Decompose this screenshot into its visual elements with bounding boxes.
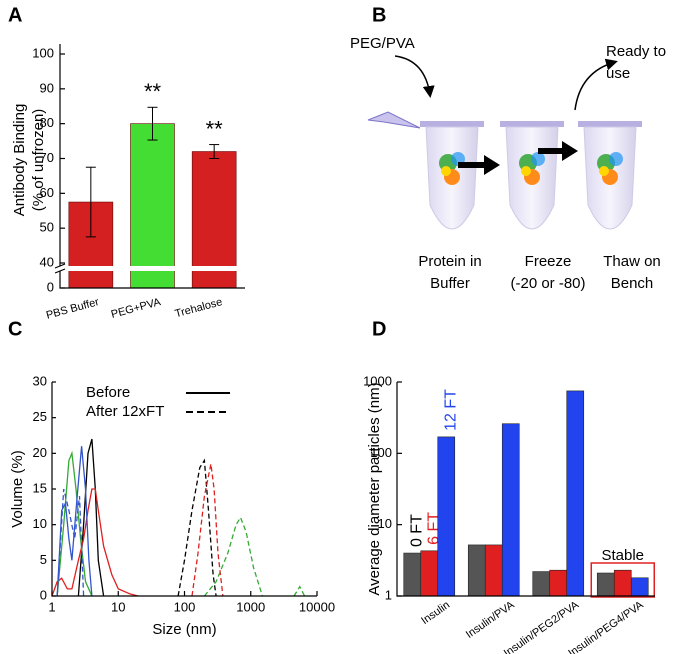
tube-lid [367,111,421,129]
axis [396,382,655,597]
y-axis-label: (% of unfrozen) [30,109,47,212]
additive-label: PEG/PVA [350,35,415,52]
break-mark [54,268,66,274]
y-tick-label: 80 [40,115,54,130]
size-curve [203,516,264,597]
y-tick-label: 70 [40,150,54,165]
size-curve [51,488,139,597]
y-tick-label: 20 [33,445,47,460]
bar [484,544,503,597]
bar [501,423,520,597]
bar [630,577,649,597]
bar [437,436,456,597]
tube [578,121,642,230]
y-axis-label: Antibody Binding [11,104,28,217]
step-label: Freeze [525,253,572,270]
y-tick-label: 0 [47,279,54,294]
axis [59,44,245,289]
bar [596,572,615,597]
step-arrow [458,155,500,175]
diagram: PEG/PVA Ready to use Protein in Buffer F… [350,35,666,292]
step-arrow [538,141,578,161]
size-curve [77,438,105,597]
x-axis-label: Size (nm) [152,621,216,638]
bar [130,123,175,289]
legend-label: Before [86,384,130,401]
y-tick-label: 25 [33,409,47,424]
bar [566,390,585,597]
tube [500,121,564,230]
legend-label: After 12xFT [86,403,164,420]
ready-label: use [606,65,630,82]
axis-break [56,266,245,271]
x-tick-label: PBS Buffer [45,296,101,322]
x-tick-label: 1 [48,599,55,614]
y-axis-label: Volume (%) [9,450,26,528]
ready-arrow [574,58,618,111]
size-curve [293,585,306,597]
size-curve [56,488,85,597]
step-label: Bench [611,275,654,292]
y-tick-label: 0 [40,587,47,602]
pour-arrow [394,55,435,98]
x-tick-label: Trehalose [174,296,224,320]
x-tick-label: 10 [111,599,125,614]
significance: ** [206,116,224,141]
y-tick-label: 30 [33,373,47,388]
bar [549,569,568,597]
y-axis-label: Average diameter particles (nm) [366,382,383,595]
y-tick-label: 50 [40,220,54,235]
y-tick-label: 15 [33,480,47,495]
y-tick-label: 40 [40,254,54,269]
y-tick-label: 100 [370,445,392,460]
y-tick-label: 10 [33,516,47,531]
size-curve [56,450,93,597]
y-tick-label: 1000 [363,373,392,388]
size-curve [191,463,224,597]
x-tick-label: 10000 [299,599,335,614]
y-tick-label: 1 [385,587,392,602]
axis [51,382,317,597]
significance: ** [144,79,162,104]
bar [613,569,632,597]
stable-box [590,562,655,598]
step-label: Thaw on [603,253,661,270]
step-label: Buffer [430,275,470,292]
step-label: Protein in [418,253,481,270]
annotation: Stable [601,547,644,564]
x-tick-label: 1000 [236,599,265,614]
series-label: 0 FT [408,514,425,547]
bar [191,151,237,289]
y-tick-label: 10 [378,516,392,531]
panel-label: B [372,4,386,26]
y-tick-label: 5 [40,552,47,567]
y-tick-label: 100 [32,45,54,60]
tube [420,121,484,230]
ready-label: Ready to [606,43,666,60]
y-tick-label: 90 [40,80,54,95]
panel-label: C [8,318,22,340]
bar [467,544,486,597]
break-mark [54,263,66,269]
panel-label: D [372,318,386,340]
x-tick-label: Insulin [419,599,452,627]
bar [532,571,551,597]
x-tick-label: Insulin/PVA [464,599,517,641]
x-tick-label: PEG+PVA [110,296,163,321]
step-label: (-20 or -80) [510,275,585,292]
series-label: 12 FT [442,389,459,431]
size-curve [56,446,93,597]
size-curve [177,458,217,597]
bar [403,552,422,597]
bar [420,550,439,597]
y-tick-label: 60 [40,185,54,200]
panel-label: A [8,4,22,26]
x-tick-label: 100 [174,599,196,614]
